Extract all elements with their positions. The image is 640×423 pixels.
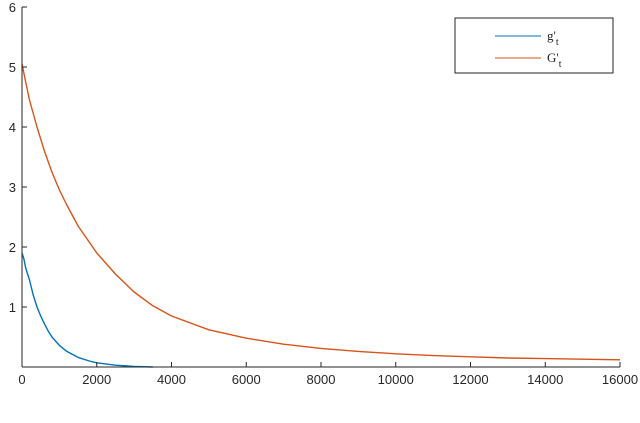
legend: g't G't bbox=[454, 17, 614, 74]
legend-box bbox=[454, 17, 614, 74]
x-tick-label: 4000 bbox=[157, 372, 186, 387]
x-tick-label: 16000 bbox=[602, 372, 638, 387]
legend-label-G: G't bbox=[547, 50, 562, 70]
y-tick-label: 6 bbox=[9, 0, 16, 15]
x-tick-label: 8000 bbox=[307, 372, 336, 387]
x-tick-label: 6000 bbox=[232, 372, 261, 387]
x-tick-label: 0 bbox=[18, 372, 25, 387]
series-line-0 bbox=[21, 252, 153, 368]
y-tick-label: 4 bbox=[9, 120, 16, 135]
x-tick-label: 2000 bbox=[82, 372, 111, 387]
series-line-1 bbox=[21, 63, 621, 361]
y-tick-label: 5 bbox=[9, 60, 16, 75]
y-tick-label: 3 bbox=[9, 180, 16, 195]
x-axis: 0 2000 4000 6000 8000 10000 12000 14000 16000 bbox=[18, 362, 638, 387]
y-tick-label: 2 bbox=[9, 240, 16, 255]
x-tick-label: 14000 bbox=[527, 372, 563, 387]
x-tick-label: 10000 bbox=[378, 372, 414, 387]
legend-label-g: g't bbox=[547, 28, 559, 48]
x-tick-label: 12000 bbox=[452, 372, 488, 387]
y-axis: 1 2 3 4 5 6 bbox=[9, 0, 27, 315]
y-tick-label: 1 bbox=[9, 300, 16, 315]
series-layer bbox=[21, 63, 621, 368]
